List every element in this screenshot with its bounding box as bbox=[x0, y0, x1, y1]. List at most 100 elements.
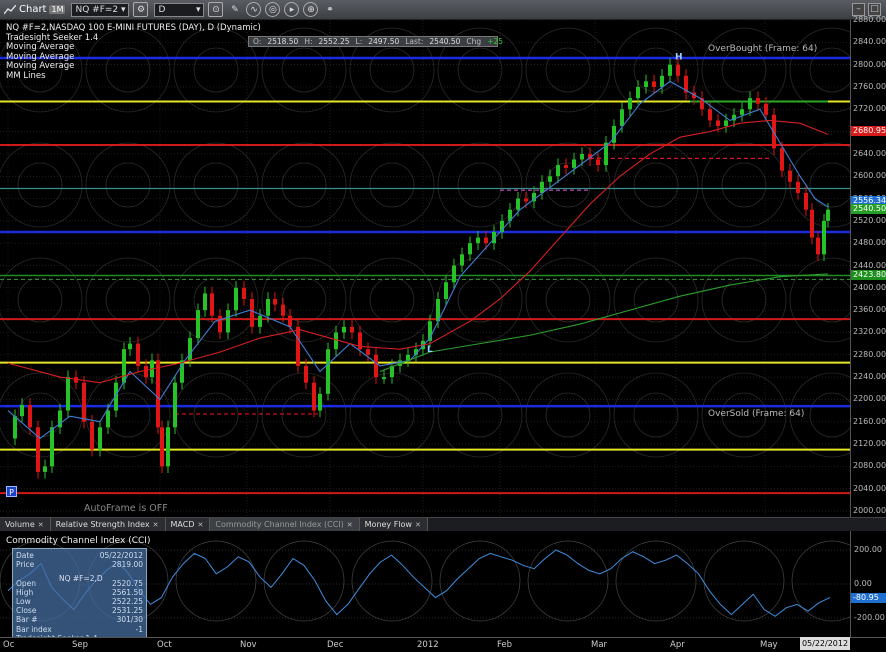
tab-label: Volume bbox=[5, 520, 35, 529]
watermark-ring bbox=[809, 277, 850, 323]
candle-body bbox=[250, 298, 254, 327]
watermark-ring bbox=[457, 47, 503, 93]
watermark-ring bbox=[721, 162, 767, 208]
candle-body bbox=[724, 120, 728, 127]
close-icon[interactable]: ✕ bbox=[197, 521, 204, 529]
watermark-ring bbox=[613, 142, 699, 228]
ohlc-last: 2540.50 bbox=[429, 37, 461, 46]
ohlc-chg-label: Chg bbox=[466, 37, 482, 46]
draw-icon[interactable]: ∿ bbox=[246, 2, 262, 17]
candle-body bbox=[144, 365, 148, 378]
candle-body bbox=[508, 209, 512, 221]
data-window-key: Price bbox=[16, 560, 35, 570]
tab-label: Relative Strength Index bbox=[55, 520, 150, 529]
crosshair-icon[interactable]: ◎ bbox=[265, 2, 281, 17]
chart-toolbar: Chart 1M NQ #F=2 ▾ ⚙ D ▾ ⊙ ✎ ∿ ◎ ▸ ⊕ ⚭ –… bbox=[0, 0, 886, 20]
candle-body bbox=[304, 365, 308, 383]
tab-label: Commodity Channel Index (CCI) bbox=[215, 520, 344, 529]
candle-body bbox=[788, 170, 792, 182]
gear-icon[interactable]: ⚙ bbox=[133, 2, 149, 17]
zoom-icon[interactable]: ⊕ bbox=[303, 2, 319, 17]
candle-body bbox=[358, 332, 362, 350]
candle-body bbox=[414, 349, 418, 355]
data-window-row: Open 2520.75 bbox=[13, 579, 146, 588]
candle-body bbox=[772, 114, 776, 149]
price-tick: 2240.00 bbox=[853, 372, 886, 382]
play-icon[interactable]: ▸ bbox=[284, 2, 300, 17]
ma-mid-line bbox=[7, 119, 829, 384]
candle-body bbox=[612, 126, 616, 143]
watermark-ring bbox=[281, 162, 327, 208]
watermark-ring bbox=[701, 372, 787, 458]
swing-marker: H bbox=[675, 52, 683, 62]
candle-body bbox=[66, 377, 70, 411]
candle-body bbox=[326, 349, 330, 394]
tab-commodity-channel-index-cci[interactable]: Commodity Channel Index (CCI) ✕ bbox=[210, 518, 360, 531]
watermark-ring bbox=[85, 27, 171, 113]
candle-body bbox=[36, 427, 40, 472]
grid bbox=[0, 20, 850, 517]
legend-ma-3: Moving Average bbox=[6, 61, 75, 71]
candle-body bbox=[468, 243, 472, 255]
maximize-button[interactable]: □ bbox=[868, 3, 881, 16]
watermark-ring bbox=[789, 257, 850, 343]
candle-body bbox=[334, 332, 338, 350]
data-window-key: Open bbox=[16, 578, 37, 588]
watermark-ring bbox=[545, 162, 591, 208]
watermark-ring bbox=[437, 257, 523, 343]
candle-body bbox=[382, 377, 386, 380]
symbol-select[interactable]: NQ #F=2 ▾ bbox=[71, 2, 130, 17]
candle-body bbox=[234, 287, 238, 311]
tab-macd[interactable]: MACD ✕ bbox=[165, 518, 211, 531]
candle-body bbox=[826, 209, 830, 221]
watermark-ring bbox=[615, 540, 697, 622]
cci-tick: 0.00 bbox=[854, 579, 872, 588]
data-window-value: 2522.25 bbox=[111, 597, 143, 607]
swing-marker: L bbox=[427, 345, 433, 355]
tab-volume[interactable]: Volume ✕ bbox=[0, 518, 51, 531]
watermark-ring bbox=[351, 540, 433, 622]
close-icon[interactable]: ✕ bbox=[37, 521, 44, 529]
cci-tick: 200.00 bbox=[854, 545, 882, 554]
close-icon[interactable]: ✕ bbox=[346, 521, 353, 529]
minimize-button[interactable]: – bbox=[852, 3, 865, 16]
data-window-value: 301/30 bbox=[116, 615, 143, 625]
candle-body bbox=[50, 427, 54, 467]
watermark-ring bbox=[281, 277, 327, 323]
watermark-ring bbox=[0, 27, 83, 113]
candle-body bbox=[676, 64, 680, 76]
candle-body bbox=[780, 148, 784, 171]
ohlc-open: 2518.50 bbox=[267, 37, 299, 46]
tab-money-flow[interactable]: Money Flow ✕ bbox=[359, 518, 428, 531]
tab-relative-strength-index[interactable]: Relative Strength Index ✕ bbox=[50, 518, 166, 531]
close-icon[interactable]: ✕ bbox=[152, 521, 159, 529]
current-date-tag: 05/22/2012 bbox=[800, 637, 850, 650]
link-icon[interactable]: ⚭ bbox=[326, 4, 334, 15]
date-label: Oc bbox=[3, 640, 15, 650]
watermark-ring bbox=[17, 162, 63, 208]
legend-ma-2: Moving Average bbox=[6, 51, 75, 62]
watermark-ring bbox=[613, 372, 699, 458]
data-window-value: -1 bbox=[135, 624, 143, 634]
candle-body bbox=[312, 382, 316, 411]
candle-body bbox=[548, 176, 552, 182]
data-window: NQ #F=2,D Date 05/22/2012 Price 2819.00 Ope… bbox=[12, 548, 147, 652]
candle-body bbox=[816, 237, 820, 255]
candle-body bbox=[258, 315, 262, 327]
candle-body bbox=[428, 321, 432, 341]
date-label: Dec bbox=[327, 640, 344, 650]
candle-body bbox=[136, 343, 140, 366]
price-tick: 2320.00 bbox=[853, 327, 886, 337]
watermark-ring bbox=[281, 392, 327, 438]
pencil-icon[interactable]: ✎ bbox=[231, 4, 239, 15]
watermark-ring bbox=[173, 27, 259, 113]
interval-select[interactable]: D ▾ bbox=[154, 2, 205, 17]
data-window-key: Date bbox=[16, 551, 34, 560]
search-icon[interactable]: ⊙ bbox=[208, 2, 224, 17]
candle-body bbox=[98, 427, 102, 450]
price-tick: 2840.00 bbox=[853, 37, 886, 47]
watermark-ring bbox=[525, 27, 611, 113]
candle-body bbox=[644, 81, 648, 87]
close-icon[interactable]: ✕ bbox=[414, 521, 421, 529]
